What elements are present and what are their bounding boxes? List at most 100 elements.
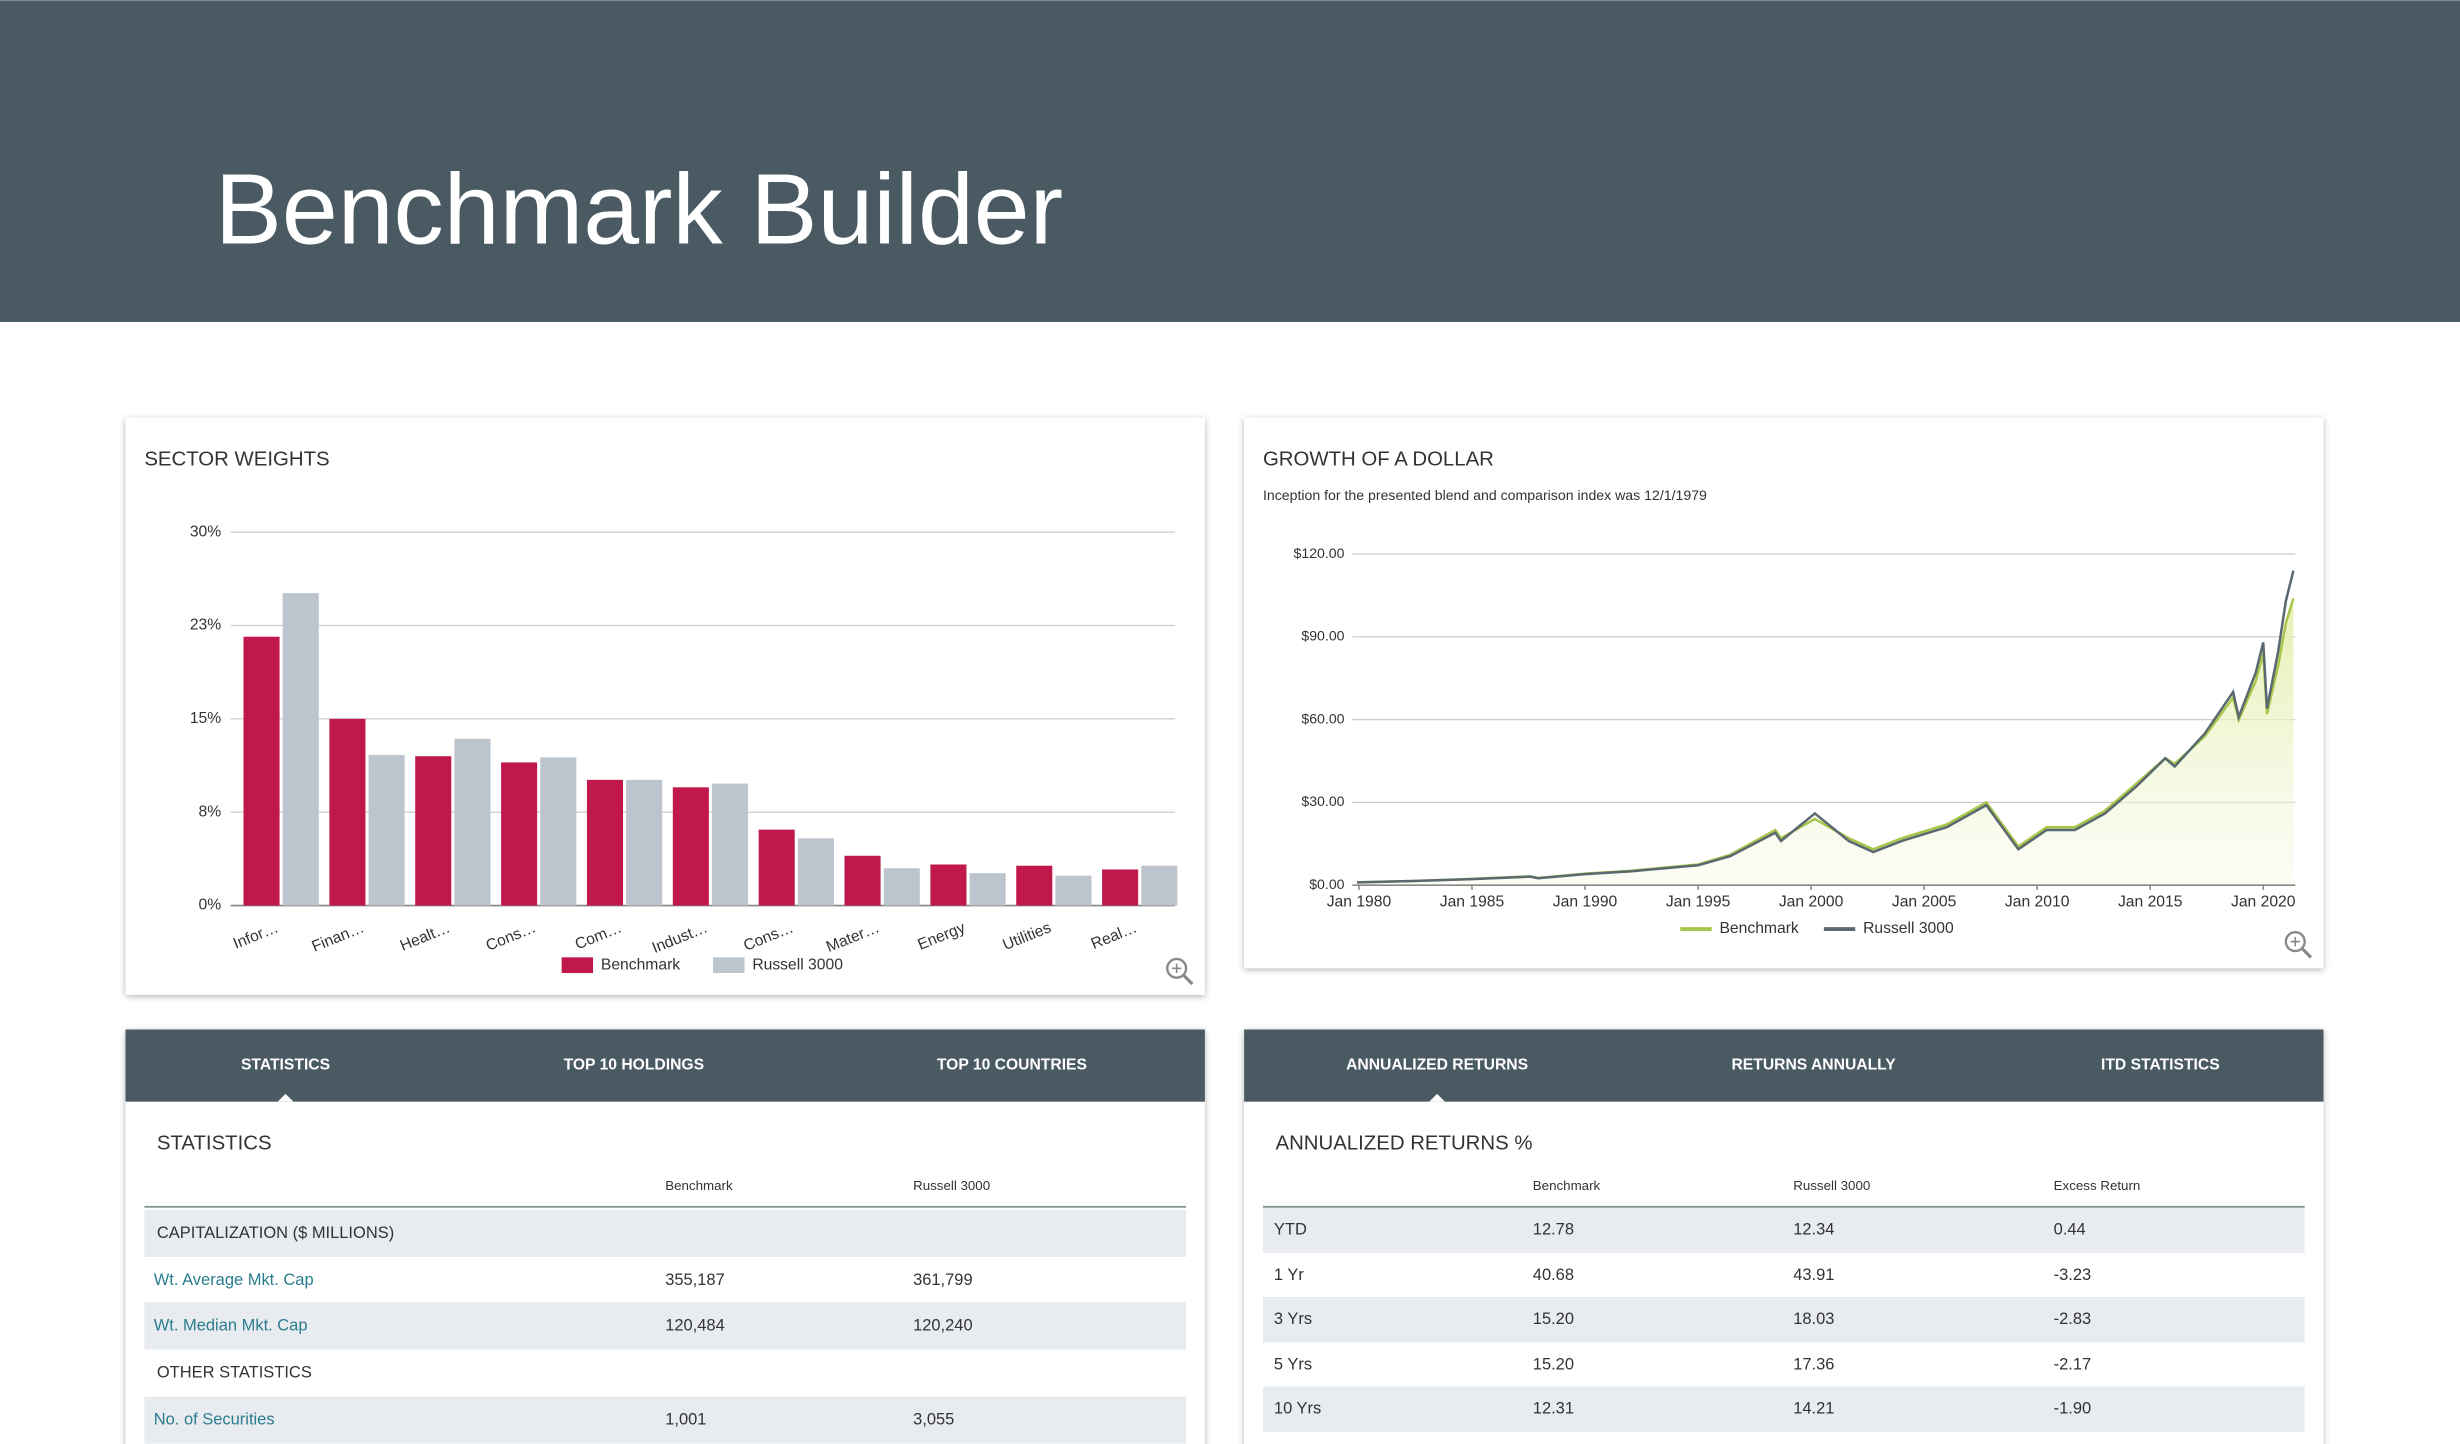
x-tick-label: Jan 1995 <box>1666 894 1731 911</box>
cell: 12.78 <box>1533 1221 1574 1239</box>
row-label: 3 Yrs <box>1274 1310 1312 1328</box>
tab[interactable]: RETURNS ANNUALLY <box>1731 1057 1896 1074</box>
table-title: ANNUALIZED RETURNS % <box>1275 1132 1532 1154</box>
bar <box>1141 865 1178 906</box>
page-title: Benchmark Builder <box>215 153 1063 265</box>
bar <box>672 787 709 906</box>
area <box>1357 598 2294 886</box>
bar <box>329 718 366 906</box>
bar <box>758 829 795 906</box>
tab[interactable]: STATISTICS <box>241 1057 330 1074</box>
bar <box>282 593 319 906</box>
bar <box>626 779 663 906</box>
row-label: 10 Yrs <box>1274 1400 1321 1418</box>
x-tick-label: Jan 2015 <box>2118 894 2183 911</box>
row-label[interactable]: Wt. Average Mkt. Cap <box>154 1271 314 1289</box>
cell: 40.68 <box>1533 1266 1574 1284</box>
y-tick-label: $60.00 <box>1301 710 1344 726</box>
y-tick-label: $0.00 <box>1309 876 1344 892</box>
row-shade <box>1262 1386 2305 1432</box>
y-tick-label: $120.00 <box>1294 545 1345 561</box>
legend-label: Benchmark <box>601 956 680 973</box>
cell: -1.90 <box>2054 1400 2092 1418</box>
x-tick-label: Jan 2010 <box>2005 894 2070 911</box>
row-label[interactable]: No. of Securities <box>154 1410 275 1428</box>
column-header: Benchmark <box>1533 1178 1601 1193</box>
cell: 14.21 <box>1793 1400 1834 1418</box>
legend-label: Benchmark <box>1719 920 1798 937</box>
tab[interactable]: ITD STATISTICS <box>2101 1057 2220 1074</box>
y-tick-label: 23% <box>190 617 221 634</box>
tab[interactable]: ANNUALIZED RETURNS <box>1346 1057 1528 1074</box>
bar <box>844 855 881 906</box>
row-label[interactable]: Wt. Median Mkt. Cap <box>154 1316 308 1334</box>
cell: 1,001 <box>665 1410 706 1428</box>
row-label: YTD <box>1274 1221 1307 1239</box>
legend-swatch <box>561 957 594 974</box>
table-title: STATISTICS <box>157 1132 272 1154</box>
cell: -2.83 <box>2054 1310 2092 1328</box>
bar <box>883 868 920 906</box>
x-tick-label: Jan 1990 <box>1553 894 1618 911</box>
cell: 12.34 <box>1793 1221 1834 1239</box>
y-tick-label: 8% <box>199 803 222 820</box>
x-tick-label: Jan 2000 <box>1779 894 1844 911</box>
bar <box>712 783 749 906</box>
bar <box>243 636 280 906</box>
column-header: Benchmark <box>665 1178 733 1193</box>
zoom-icon[interactable] <box>1166 957 1194 986</box>
row-shade <box>1262 1296 2305 1343</box>
x-tick-label: Jan 2005 <box>1892 894 1957 911</box>
bar <box>797 838 834 906</box>
row-label: 5 Yrs <box>1274 1356 1312 1374</box>
cell: 3,055 <box>913 1410 954 1428</box>
bar <box>930 864 967 906</box>
section-header: CAPITALIZATION ($ MILLIONS) <box>157 1224 394 1242</box>
tab[interactable]: TOP 10 COUNTRIES <box>937 1057 1087 1074</box>
line <box>1357 570 2295 884</box>
bar <box>1055 875 1092 906</box>
row-shade <box>144 1209 1187 1257</box>
column-header: Russell 3000 <box>1793 1178 1870 1193</box>
tab[interactable]: TOP 10 HOLDINGS <box>564 1057 705 1074</box>
row-shade <box>144 1396 1187 1444</box>
x-tick-label: Jan 1985 <box>1440 894 1505 911</box>
header-bar <box>0 0 2460 322</box>
bar <box>969 873 1006 906</box>
row-shade <box>144 1302 1187 1350</box>
bar <box>415 756 452 906</box>
chart-title: GROWTH OF A DOLLAR <box>1263 448 1494 470</box>
cell: -2.17 <box>2054 1356 2092 1374</box>
active-tab-marker <box>277 1093 294 1102</box>
cell: 361,799 <box>913 1271 973 1289</box>
bar <box>586 779 624 906</box>
y-tick-label: $90.00 <box>1301 628 1344 644</box>
chart-subtitle: Inception for the presented blend and co… <box>1263 487 1707 503</box>
cell: -3.23 <box>2054 1266 2092 1284</box>
cell: 15.20 <box>1533 1310 1574 1328</box>
row-label: 1 Yr <box>1274 1266 1304 1284</box>
cell: 15.20 <box>1533 1356 1574 1374</box>
y-tick-label: $30.00 <box>1301 793 1344 809</box>
chart-title: SECTOR WEIGHTS <box>144 448 329 470</box>
legend-swatch <box>713 957 745 974</box>
cell: 43.91 <box>1793 1266 1834 1284</box>
cell: 17.36 <box>1793 1356 1834 1374</box>
column-header: Russell 3000 <box>913 1178 990 1193</box>
row-shade <box>1262 1207 2305 1254</box>
tab-bar <box>1244 1029 2324 1102</box>
bar <box>501 762 538 906</box>
y-tick-label: 0% <box>199 897 222 914</box>
zoom-icon[interactable] <box>2284 931 2313 959</box>
x-tick-label: Jan 2020 <box>2231 894 2296 911</box>
bar <box>540 757 577 906</box>
cell: 0.44 <box>2054 1221 2086 1239</box>
cell: 120,240 <box>913 1316 973 1334</box>
bar <box>368 754 405 906</box>
y-tick-label: 15% <box>190 710 221 727</box>
cell: 120,484 <box>665 1316 725 1334</box>
legend-label: Russell 3000 <box>752 956 843 973</box>
section-header: OTHER STATISTICS <box>157 1363 312 1381</box>
